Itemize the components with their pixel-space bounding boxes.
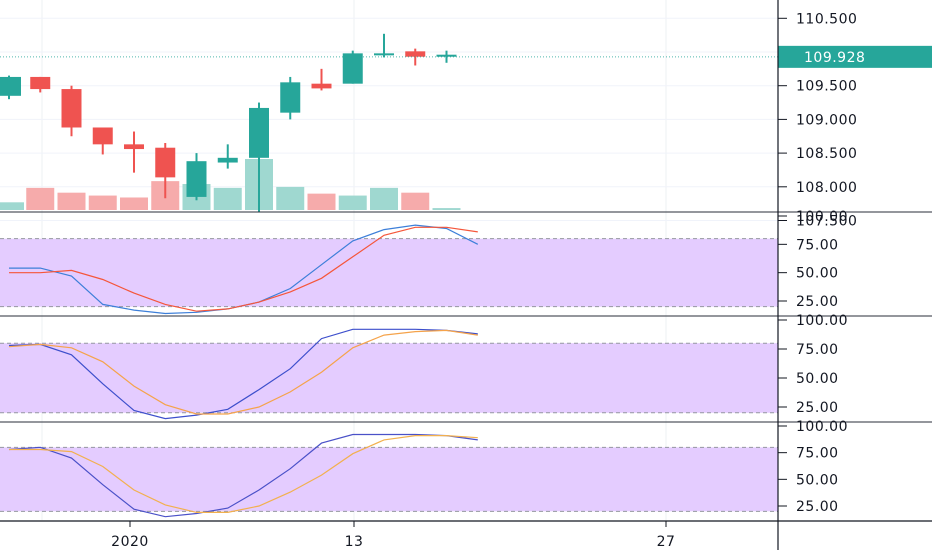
candle-body (61, 89, 82, 128)
candle-body (30, 76, 51, 90)
volume-bar (213, 187, 242, 210)
oscillator-tick-label: 75.00 (796, 342, 839, 358)
candle-body (374, 53, 394, 56)
oscillator-tick-label: 50.00 (796, 371, 839, 387)
price-tick-label: 108.000 (796, 180, 857, 196)
candle-body (405, 51, 426, 57)
oscillator-band (0, 238, 778, 307)
volume-bar (120, 197, 148, 210)
oscillator-tick-label: 75.00 (796, 237, 839, 253)
candle-body (342, 53, 363, 84)
oscillator-tick-label: 100.00 (796, 419, 848, 435)
price-tick-label: 107.500 (796, 214, 857, 230)
oscillator-tick-label: 100.00 (796, 209, 848, 225)
oscillator-tick-label: 50.00 (796, 266, 839, 282)
candle-body (186, 161, 207, 197)
candle-body (217, 157, 238, 163)
volume-bar (401, 192, 430, 210)
oscillator-tick-label: 75.00 (796, 446, 839, 462)
oscillator-band (0, 447, 778, 512)
oscillator-series-line (8, 329, 478, 415)
volume-bar (338, 195, 367, 210)
volume-bar (432, 208, 461, 210)
oscillator-tick-label: 25.00 (796, 499, 839, 515)
candle-body (280, 82, 301, 113)
volume-bar (0, 202, 24, 210)
time-tick-label: 2020 (111, 534, 149, 550)
price-tick-label: 109.000 (796, 112, 857, 128)
oscillator-tick-label: 25.00 (796, 400, 839, 416)
time-tick-label: 27 (657, 534, 676, 550)
price-tick-label: 109.500 (796, 79, 857, 95)
candle-body (311, 83, 332, 89)
candle-body (0, 76, 21, 96)
price-tick-label: 108.500 (796, 146, 857, 162)
last-price-badge (778, 45, 932, 68)
candle-body (124, 144, 144, 150)
price-tick-label: 110.500 (796, 11, 857, 27)
oscillator-series-line (9, 226, 478, 312)
volume-bar (88, 195, 117, 210)
oscillator-series-line (8, 328, 478, 420)
volume-bar (57, 192, 86, 210)
time-tick-label: 13 (345, 534, 364, 550)
candle-body (249, 107, 269, 158)
candle-body (155, 147, 176, 178)
oscillator-tick-label: 50.00 (796, 472, 839, 488)
volume-bar (370, 187, 398, 210)
volume-bar (26, 187, 55, 210)
candle-body (436, 54, 457, 57)
volume-bar (307, 193, 336, 210)
candle-body (92, 127, 113, 145)
oscillator-tick-label: 25.00 (796, 294, 839, 310)
oscillator-band (0, 343, 778, 413)
oscillator-tick-label: 100.00 (796, 313, 848, 329)
volume-bar (276, 186, 305, 210)
last-price-label: 109.928 (804, 50, 865, 66)
oscillator-series-line (8, 433, 478, 518)
oscillator-series-line (9, 435, 478, 514)
